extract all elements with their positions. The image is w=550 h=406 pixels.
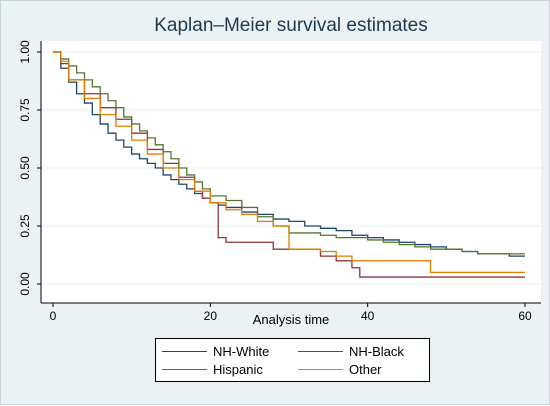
- legend-label-nh-black: NH-Black: [349, 343, 404, 359]
- plot-area: [41, 41, 541, 303]
- series-line-other: [53, 51, 525, 274]
- legend-item-nh-black: NH-Black: [298, 342, 404, 360]
- legend-label-hispanic: Hispanic: [213, 361, 263, 377]
- y-tick-label-0: 0.00: [18, 272, 32, 296]
- y-tick-label-3: 0.75: [18, 98, 32, 122]
- tick-labels: 0.00 0.25 0.50 0.75 1.00 0 20 40 60: [18, 40, 532, 323]
- legend-item-nh-white: NH-White: [162, 342, 269, 360]
- legend-swatch-nh-white: [162, 350, 207, 352]
- legend: NH-White NH-Black Hispanic Other: [155, 338, 430, 382]
- y-tick-label-4: 1.00: [18, 40, 32, 64]
- x-tick-label-2: 40: [361, 309, 375, 323]
- legend-swatch-nh-black: [298, 350, 343, 352]
- x-tick-label-0: 0: [50, 309, 57, 323]
- x-tick-label-3: 60: [518, 309, 532, 323]
- series-line-hispanic: [53, 51, 525, 255]
- legend-label-other: Other: [349, 361, 382, 377]
- series-lines: [53, 51, 525, 278]
- chart-title: Kaplan–Meier survival estimates: [154, 15, 428, 36]
- legend-swatch-hispanic: [162, 368, 207, 370]
- y-tick-label-2: 0.50: [18, 156, 32, 180]
- legend-item-hispanic: Hispanic: [162, 360, 263, 378]
- legend-label-nh-white: NH-White: [213, 343, 270, 359]
- x-axis-label: Analysis time: [252, 312, 330, 327]
- legend-item-other: Other: [298, 360, 382, 378]
- x-tick-label-1: 20: [204, 309, 218, 323]
- axes: [37, 41, 541, 307]
- legend-swatch-other: [298, 368, 343, 370]
- y-tick-label-1: 0.25: [18, 214, 32, 238]
